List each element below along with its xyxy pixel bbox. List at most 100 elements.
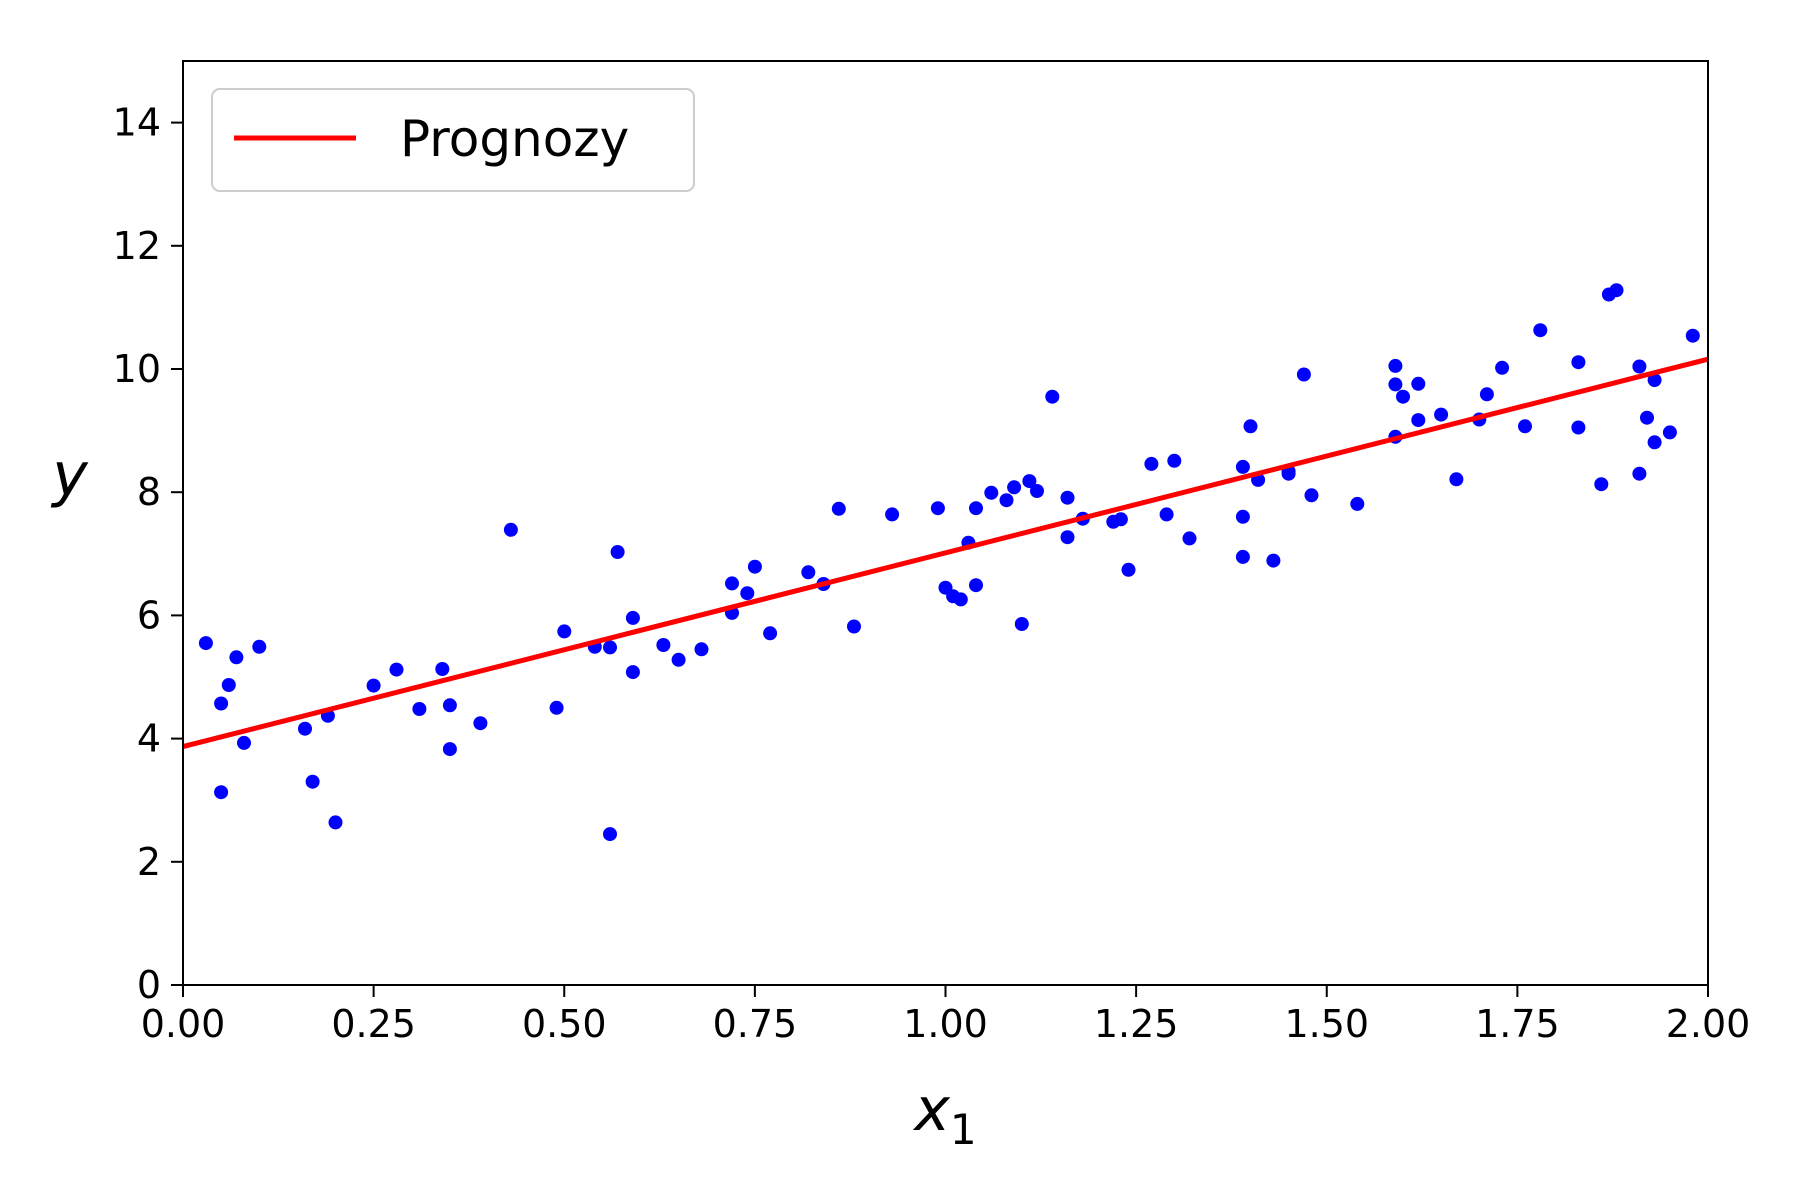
- y-tick-label: 0: [137, 963, 161, 1007]
- y-tick-label: 10: [113, 347, 161, 391]
- data-point-46: [969, 501, 983, 516]
- y-axis-ticks: 0 2 4 6 8 10 12 14: [113, 101, 183, 1007]
- data-point-79: [1411, 376, 1426, 391]
- data-point-27: [656, 638, 671, 652]
- y-tick-label: 14: [113, 101, 161, 145]
- data-point-3: [221, 678, 236, 692]
- data-point-64: [1235, 459, 1250, 474]
- x-tick-label: 0.00: [141, 1002, 226, 1046]
- data-point-50: [1014, 617, 1029, 631]
- data-point-73: [1304, 488, 1319, 503]
- data-point-66: [1235, 549, 1250, 564]
- data-point-74: [1350, 496, 1365, 511]
- data-point-8: [305, 774, 320, 789]
- data-point-48: [999, 493, 1014, 508]
- data-point-34: [763, 626, 778, 641]
- data-point-55: [1060, 530, 1075, 545]
- data-point-45: [969, 578, 983, 593]
- data-point-22: [603, 640, 617, 655]
- data-point-16: [442, 742, 457, 757]
- data-point-32: [740, 586, 755, 601]
- data-point-20: [557, 624, 572, 639]
- data-point-17: [473, 716, 488, 731]
- data-point-81: [1434, 407, 1449, 422]
- data-point-2: [214, 785, 229, 800]
- data-point-84: [1479, 387, 1494, 402]
- data-point-54: [1060, 490, 1075, 505]
- data-point-38: [847, 619, 861, 634]
- data-point-67: [1243, 419, 1258, 434]
- data-point-12: [389, 662, 404, 677]
- data-point-87: [1533, 323, 1548, 338]
- legend: Prognozy: [211, 88, 695, 192]
- data-point-13: [412, 702, 427, 716]
- data-point-23: [603, 827, 617, 842]
- data-point-58: [1113, 512, 1128, 527]
- data-point-4: [229, 650, 244, 665]
- data-point-86: [1518, 419, 1532, 434]
- data-point-47: [984, 485, 999, 500]
- data-point-43: [953, 592, 968, 607]
- data-point-61: [1159, 507, 1174, 522]
- x-tick-label: 1.75: [1475, 1002, 1560, 1046]
- data-point-7: [298, 721, 312, 736]
- x-axis-title-main: x: [912, 1075, 950, 1145]
- data-point-6: [252, 639, 267, 654]
- data-point-25: [625, 610, 640, 625]
- data-point-39: [885, 507, 900, 522]
- data-point-14: [435, 662, 450, 676]
- x-tick-label: 1.50: [1284, 1002, 1369, 1046]
- x-axis-title: x1: [912, 1075, 976, 1154]
- data-point-18: [503, 522, 518, 537]
- x-tick-label: 1.00: [903, 1002, 988, 1046]
- x-tick-label: 0.75: [713, 1002, 798, 1046]
- data-point-72: [1296, 367, 1311, 382]
- y-tick-label: 8: [137, 470, 161, 514]
- data-point-0: [198, 636, 213, 651]
- legend-box: [211, 88, 695, 192]
- data-point-80: [1411, 413, 1426, 428]
- y-tick-label: 6: [137, 593, 161, 637]
- data-point-37: [831, 501, 846, 516]
- data-point-98: [1662, 425, 1677, 440]
- x-tick-label: 0.50: [522, 1002, 607, 1046]
- data-point-88: [1571, 355, 1586, 370]
- data-point-15: [442, 698, 457, 713]
- x-tick-label: 0.25: [331, 1002, 416, 1046]
- data-point-65: [1235, 509, 1250, 524]
- data-point-40: [930, 501, 945, 516]
- data-point-24: [610, 545, 625, 559]
- data-point-90: [1594, 477, 1609, 492]
- data-point-92: [1609, 283, 1624, 298]
- data-point-69: [1266, 553, 1281, 568]
- data-point-85: [1495, 360, 1510, 375]
- data-point-52: [1030, 484, 1044, 498]
- y-tick-label: 4: [137, 717, 161, 761]
- data-point-77: [1396, 389, 1410, 404]
- data-point-63: [1182, 531, 1197, 546]
- data-point-95: [1640, 410, 1654, 425]
- data-point-33: [747, 559, 762, 574]
- data-point-19: [549, 700, 564, 715]
- x-tick-label: 2.00: [1666, 1002, 1751, 1046]
- data-point-35: [801, 565, 816, 580]
- data-point-29: [694, 642, 709, 657]
- data-point-11: [366, 678, 381, 693]
- data-point-97: [1647, 435, 1662, 450]
- data-point-96: [1647, 373, 1662, 388]
- x-axis-ticks: 0.00 0.25 0.50 0.75 1.00 1.25 1.50 1.75 2.00: [141, 985, 1751, 1046]
- data-point-51: [1022, 474, 1037, 489]
- y-tick-label: 2: [137, 840, 161, 884]
- x-tick-label: 1.25: [1094, 1002, 1179, 1046]
- y-tick-label: 12: [113, 224, 161, 268]
- data-point-1: [214, 696, 229, 711]
- legend-label-prognozy: Prognozy: [400, 110, 629, 168]
- plot-frame: [182, 60, 1709, 986]
- y-axis-title: y: [50, 440, 89, 510]
- data-point-10: [328, 815, 343, 830]
- x-axis-title-subscript: 1: [950, 1105, 977, 1154]
- data-point-30: [725, 576, 739, 591]
- data-point-99: [1685, 328, 1700, 343]
- data-point-94: [1632, 466, 1647, 481]
